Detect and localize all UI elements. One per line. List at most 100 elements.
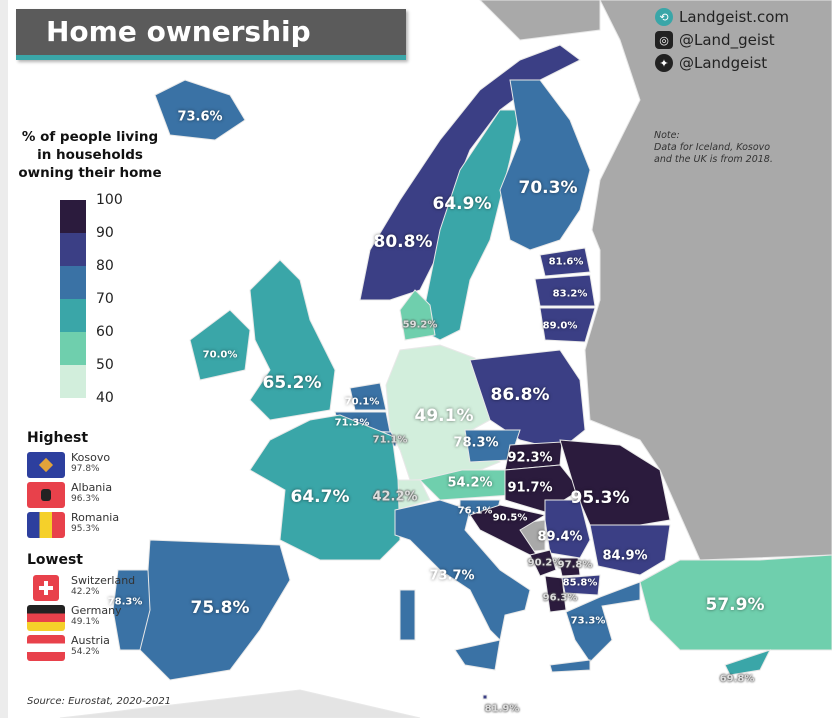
country-iceland	[154, 79, 246, 141]
scale-tick: 90	[96, 225, 114, 241]
title-banner: Home ownership	[16, 9, 406, 60]
value-label-denmark: 59.2%	[402, 319, 438, 331]
lowest-item-switzerland: Switzerland 42.2%	[27, 575, 135, 601]
lowest-item-austria: Austria 54.2%	[27, 635, 110, 661]
scale-swatch	[60, 365, 86, 398]
country-poland	[469, 349, 586, 451]
value-label-luxembourg: 71.1%	[372, 434, 408, 446]
country-latvia	[534, 274, 596, 307]
value-label-finland: 70.3%	[518, 178, 578, 198]
country-greece	[565, 581, 641, 663]
scale-tick: 80	[96, 258, 114, 274]
country-romania	[559, 439, 671, 526]
value-label-austria: 54.2%	[447, 475, 493, 491]
value-label-slovenia: 76.1%	[457, 505, 493, 517]
value-label-spain: 75.8%	[190, 598, 250, 618]
value-label-czechia: 78.3%	[453, 435, 499, 451]
country-malta	[482, 694, 488, 700]
country-value: 49.1%	[71, 617, 100, 627]
note-heading: Note:	[654, 130, 680, 141]
country-sweden	[419, 109, 521, 341]
value-label-bulgaria: 84.9%	[602, 548, 648, 564]
romania-flag-icon	[27, 512, 65, 538]
germany-flag-icon	[27, 605, 65, 631]
instagram-handle: @Land_geist	[679, 31, 775, 49]
twitter-icon: ✦	[655, 54, 673, 72]
scale-tick: 40	[96, 390, 114, 406]
twitter-link[interactable]: ✦ @Landgeist	[655, 54, 767, 72]
value-label-ireland: 70.0%	[202, 349, 238, 361]
albania-flag-icon	[27, 482, 65, 508]
value-label-romania: 95.3%	[570, 488, 630, 508]
country-name: Switzerland	[71, 574, 136, 587]
instagram-link[interactable]: ◎ @Land_geist	[655, 31, 775, 49]
value-label-estonia: 81.6%	[548, 256, 584, 268]
country-name: Albania	[71, 481, 113, 494]
note-line: Data for Iceland, Kosovo	[654, 142, 771, 153]
country-finland	[499, 79, 591, 251]
website-link[interactable]: ⟲ Landgeist.com	[655, 8, 789, 26]
country-serbia	[544, 499, 591, 559]
value-label-netherlands: 70.1%	[344, 396, 380, 408]
country-portugal	[112, 569, 151, 651]
country-spain	[139, 539, 291, 681]
scale-swatch	[60, 200, 86, 233]
value-label-uk: 65.2%	[262, 373, 322, 393]
value-label-switzerland: 42.2%	[372, 489, 418, 505]
country-greece	[549, 659, 591, 673]
value-label-lithuania: 89.0%	[542, 320, 578, 332]
country-value: 42.2%	[71, 587, 100, 597]
highest-item-kosovo: Kosovo 97.8%	[27, 452, 110, 478]
value-label-portugal: 78.3%	[107, 596, 143, 608]
value-label-norway: 80.8%	[373, 232, 433, 252]
country-ireland	[189, 309, 251, 381]
country-croatia	[469, 504, 547, 562]
country-value: 95.3%	[71, 524, 100, 534]
country-cyprus	[724, 649, 771, 676]
country-value: 54.2%	[71, 647, 100, 657]
country-norway	[359, 44, 581, 301]
scale-tick: 60	[96, 324, 114, 340]
austria-flag-icon	[27, 635, 65, 661]
legend-title-line: owning their home	[18, 165, 162, 181]
country-value: 97.8%	[71, 464, 100, 474]
lowest-heading: Lowest	[27, 552, 83, 568]
color-scale: 100 90 80 70 60 50 40	[60, 192, 123, 406]
country-value: 96.3%	[71, 494, 100, 504]
value-label-sweden: 64.9%	[432, 194, 492, 214]
switzerland-flag-icon	[33, 575, 59, 601]
scale-swatch	[60, 299, 86, 332]
country-denmark	[399, 289, 436, 341]
country-montenegro	[529, 549, 557, 577]
country-name: Germany	[71, 604, 122, 617]
country-uk	[249, 259, 336, 421]
value-label-belgium: 71.3%	[334, 417, 370, 429]
country-france	[249, 414, 401, 561]
value-label-albania: 96.3%	[542, 592, 578, 604]
note: Note: Data for Iceland, Kosovo and the U…	[654, 130, 773, 166]
value-label-france: 64.7%	[290, 487, 350, 507]
source-note: Source: Eurostat, 2020-2021	[27, 696, 172, 707]
legend-title-line: % of people living	[21, 129, 159, 145]
landgeist-logo-icon: ⟲	[655, 8, 673, 26]
scale-swatch	[60, 266, 86, 299]
value-label-germany: 49.1%	[414, 406, 474, 426]
scale-tick: 100	[96, 192, 123, 208]
scale-tick: 50	[96, 357, 114, 373]
legend-title: % of people living in households owning …	[10, 128, 170, 182]
country-north-macedonia	[561, 574, 601, 596]
scale-swatch	[60, 332, 86, 365]
country-name: Romania	[71, 511, 120, 524]
no-data-region	[479, 0, 601, 41]
value-label-serbia: 89.4%	[537, 529, 583, 545]
value-label-montenegro: 90.2%	[527, 557, 563, 569]
page-title: Home ownership	[46, 15, 311, 48]
value-label-slovakia: 92.3%	[507, 450, 553, 466]
country-italy	[399, 589, 416, 641]
highest-item-albania: Albania 96.3%	[27, 482, 112, 508]
kosovo-flag-icon	[27, 452, 65, 478]
highest-item-romania: Romania 95.3%	[27, 512, 119, 538]
country-estonia	[539, 247, 591, 277]
instagram-icon: ◎	[655, 31, 673, 49]
